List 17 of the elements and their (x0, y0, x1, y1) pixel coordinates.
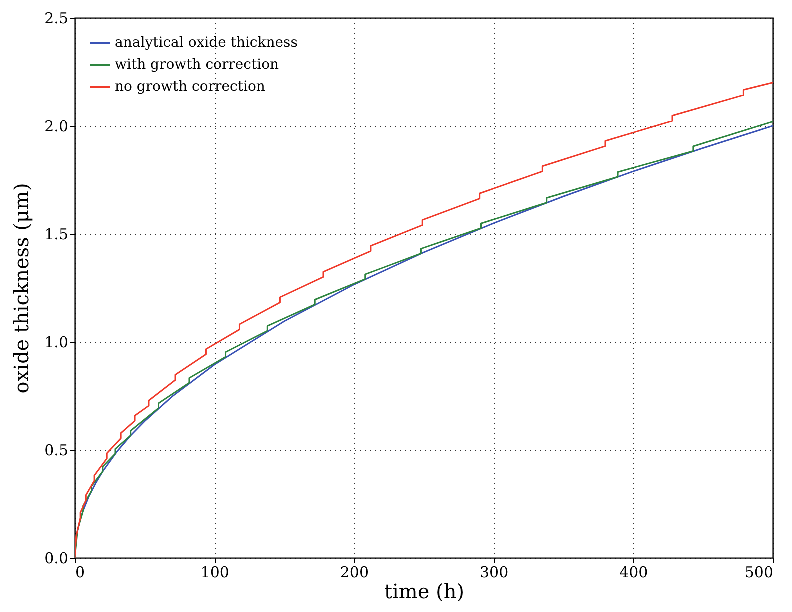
y-tick-label: 0.0 (44, 550, 68, 568)
legend-label: no growth correction (115, 79, 266, 95)
x-tick-label: 0 (76, 564, 86, 582)
x-tick-label: 100 (200, 564, 230, 582)
y-tick-label: 2.0 (44, 118, 68, 136)
y-axis-title: oxide thickness (μm) (10, 183, 34, 394)
legend-label: analytical oxide thickness (115, 35, 298, 51)
y-tick-label: 1.5 (44, 226, 68, 244)
x-tick-label: 200 (340, 564, 370, 582)
x-tick-label: 300 (480, 564, 509, 582)
y-tick-label: 1.0 (44, 334, 68, 352)
x-tick-label: 500 (744, 564, 774, 582)
x-tick-label: 400 (620, 564, 648, 582)
y-tick-label: 0.5 (44, 442, 68, 460)
x-axis-title: time (h) (384, 580, 465, 604)
legend-label: with growth correction (115, 57, 280, 73)
y-tick-label: 2.5 (44, 10, 68, 28)
